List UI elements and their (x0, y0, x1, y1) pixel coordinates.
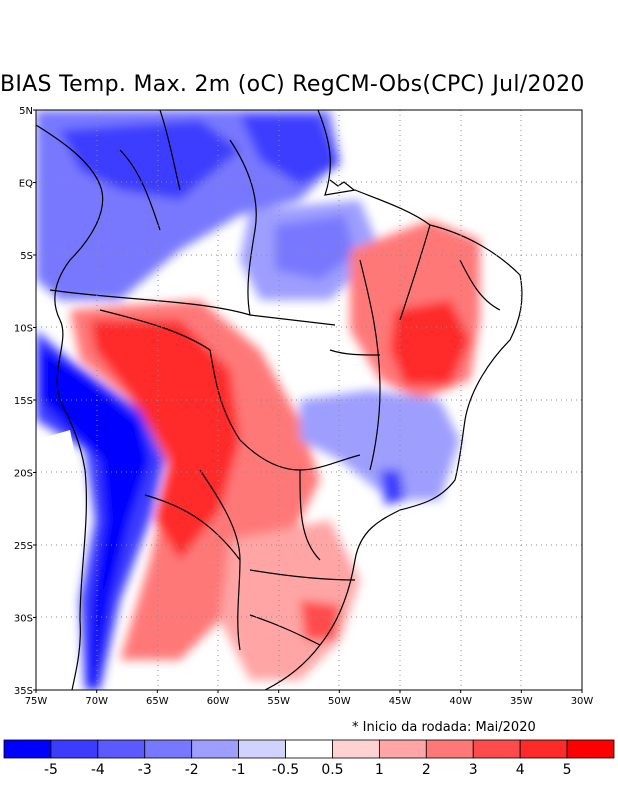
lon-tick-label: 75W (25, 696, 48, 707)
country-borders (36, 110, 523, 690)
latitude-ticks: 5N EQ 5S 10S 15S 20S 25S 30S 35S (14, 106, 36, 697)
colorbar-swatch (378, 739, 427, 759)
anomaly-field (36, 110, 480, 690)
lon-tick-label: 65W (146, 696, 169, 707)
lon-tick-label: 30W (571, 696, 594, 707)
lat-tick-label: 5S (20, 251, 33, 262)
colorbar-label: -1 (232, 762, 246, 778)
colorbar-label: -4 (91, 762, 105, 778)
colorbar-label: 1 (375, 762, 384, 778)
lon-tick-label: 70W (85, 696, 108, 707)
colorbar-label: -3 (138, 762, 152, 778)
lat-tick-label: 30S (14, 614, 33, 625)
colorbar-label: -0.5 (272, 762, 299, 778)
colorbar-swatch (285, 739, 333, 759)
colorbar-swatch (97, 739, 146, 759)
colorbar-label: 5 (563, 762, 572, 778)
colorbar-swatch (191, 739, 240, 759)
lat-tick-label: 20S (14, 469, 33, 480)
lon-tick-label: 50W (328, 696, 351, 707)
lat-tick-label: EQ (19, 179, 33, 190)
colorbar: -5 -4 -3 -2 -1 -0.5 0.5 1 2 3 4 5 (3, 739, 615, 778)
lat-tick-label: 15S (14, 396, 33, 407)
colorbar-swatch (50, 739, 99, 759)
lon-tick-label: 55W (267, 696, 290, 707)
lat-tick-label: 35S (14, 686, 33, 697)
run-start-note: * Inicio da rodada: Mai/2020 (352, 720, 536, 735)
colorbar-swatch (144, 739, 193, 759)
colorbar-label: 2 (422, 762, 431, 778)
colorbar-swatch (519, 739, 568, 759)
colorbar-swatch (3, 739, 52, 759)
colorbar-label: 3 (469, 762, 478, 778)
southeast-blue (300, 390, 460, 500)
map-title: BIAS Temp. Max. 2m (oC) RegCM-Obs(CPC) J… (0, 72, 585, 97)
lon-tick-label: 60W (207, 696, 230, 707)
grid (36, 110, 582, 690)
colorbar-swatch (238, 739, 286, 759)
colorbar-label: 0.5 (321, 762, 343, 778)
lat-tick-label: 10S (14, 324, 33, 335)
lon-tick-label: 40W (449, 696, 472, 707)
lon-tick-label: 35W (510, 696, 533, 707)
colorbar-label: -2 (185, 762, 199, 778)
colorbar-label: 4 (516, 762, 525, 778)
longitude-ticks: 75W 70W 65W 60W 55W 50W 45W 40W 35W 30W (25, 690, 594, 707)
lat-tick-label: 25S (14, 541, 33, 552)
bias-map: 5N EQ 5S 10S 15S 20S 25S 30S 35S 75W 70W 65W 60W 55W… (14, 106, 594, 707)
colorbar-swatch (472, 739, 521, 759)
colorbar-label: -5 (44, 762, 58, 778)
colorbar-swatch (332, 739, 380, 759)
colorbar-swatch (425, 739, 474, 759)
lat-tick-label: 5N (19, 106, 33, 117)
colorbar-swatch (566, 739, 615, 759)
lon-tick-label: 45W (389, 696, 412, 707)
